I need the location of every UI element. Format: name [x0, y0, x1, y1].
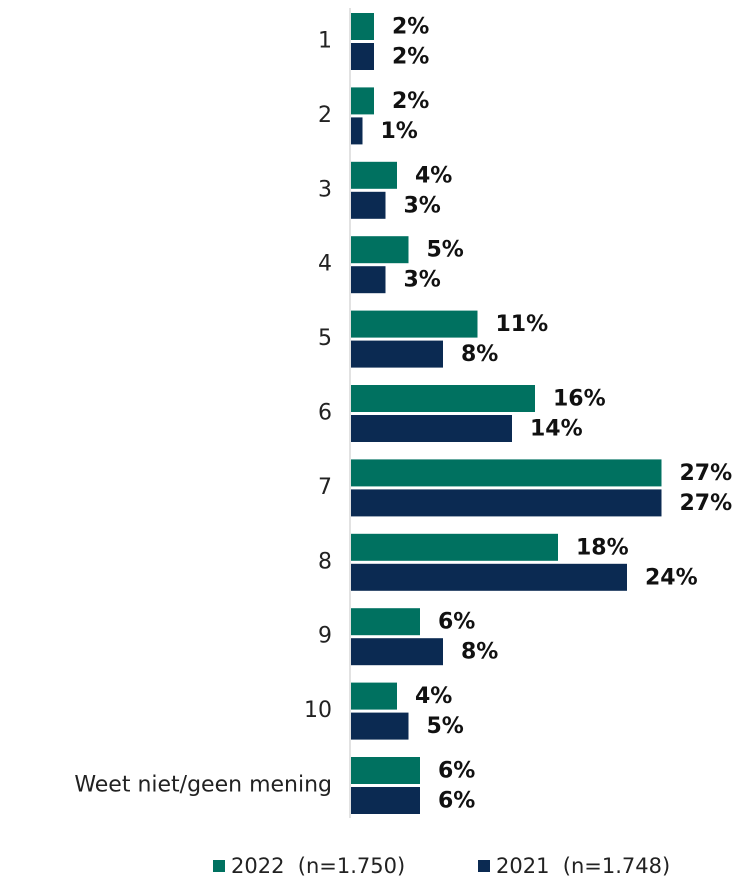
bar: [351, 787, 420, 814]
value-label: 18%: [576, 535, 629, 560]
value-label: 3%: [404, 268, 441, 293]
bar: [351, 385, 535, 412]
value-label: 1%: [381, 119, 418, 144]
bar: [351, 757, 420, 784]
category-label: 7: [318, 475, 332, 500]
bar: [351, 191, 386, 219]
bar: [351, 340, 443, 368]
bar: [351, 43, 374, 70]
value-label: 8%: [461, 640, 498, 665]
bar: [351, 638, 443, 666]
value-label: 4%: [415, 163, 452, 188]
value-label: 2%: [392, 15, 429, 40]
bar: [351, 533, 558, 561]
category-label: 3: [318, 177, 332, 202]
category-label: 5: [318, 326, 332, 351]
value-label: 2%: [392, 89, 429, 114]
category-label: 4: [318, 252, 332, 277]
bar: [351, 563, 627, 591]
bar: [351, 712, 409, 740]
category-label: 10: [304, 698, 332, 723]
category-label: 2: [318, 103, 332, 128]
value-label: 27%: [680, 461, 733, 486]
value-label: 3%: [404, 193, 441, 218]
value-label: 6%: [438, 610, 475, 635]
value-label: 24%: [645, 565, 698, 590]
bar: [351, 415, 512, 442]
value-label: 27%: [680, 491, 733, 516]
bar: [351, 682, 397, 710]
legend-label: 2022 (n=1.750): [231, 854, 405, 878]
bar: [351, 310, 478, 338]
bar: [351, 489, 662, 517]
legend-swatch: [213, 860, 225, 872]
bar: [351, 161, 397, 189]
bar: [351, 13, 374, 40]
category-label: 8: [318, 549, 332, 574]
bar: [351, 459, 662, 487]
bar: [351, 87, 374, 115]
value-label: 11%: [496, 312, 549, 337]
value-label: 8%: [461, 342, 498, 367]
value-label: 14%: [530, 417, 583, 442]
category-label: 1: [318, 29, 332, 54]
bar: [351, 608, 420, 636]
value-label: 16%: [553, 387, 606, 412]
bar: [351, 236, 409, 264]
value-label: 6%: [438, 759, 475, 784]
value-label: 5%: [427, 714, 464, 739]
value-label: 6%: [438, 789, 475, 814]
value-label: 4%: [415, 684, 452, 709]
legend-swatch: [478, 860, 490, 872]
bar: [351, 117, 363, 145]
value-label: 5%: [427, 238, 464, 263]
category-label: 9: [318, 624, 332, 649]
category-label: Weet niet/geen mening: [74, 773, 332, 798]
value-label: 2%: [392, 45, 429, 70]
legend-label: 2021 (n=1.748): [496, 854, 670, 878]
category-label: 6: [318, 401, 332, 426]
bar: [351, 266, 386, 294]
